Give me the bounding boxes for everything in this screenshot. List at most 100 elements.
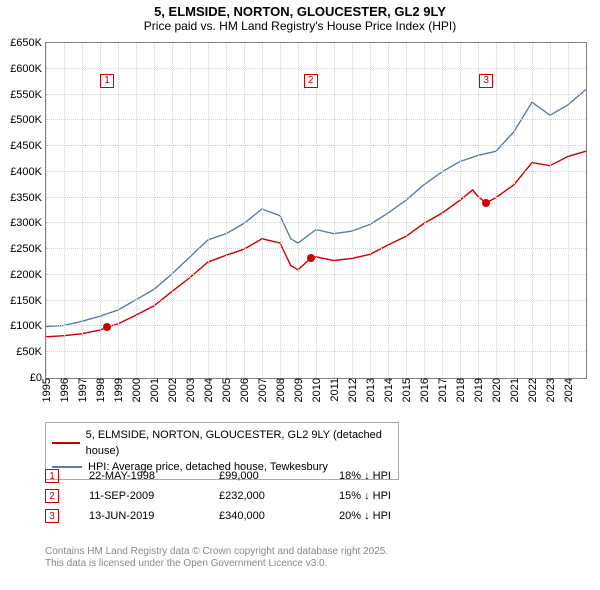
gridline-v (244, 43, 245, 378)
x-tick-label: 2000 (129, 378, 143, 402)
x-tick-label: 2011 (327, 378, 341, 402)
y-tick-label: £650K (10, 37, 46, 49)
x-tick-label: 2007 (255, 378, 269, 402)
sales-row-price: £232,000 (219, 490, 339, 502)
x-tick-label: 2009 (291, 378, 305, 402)
x-tick-label: 2005 (219, 378, 233, 402)
y-tick-label: £200K (10, 269, 46, 281)
sale-marker-2: 2 (304, 74, 318, 88)
sale-dot-3 (482, 199, 490, 207)
footer-line-2: This data is licensed under the Open Gov… (45, 558, 388, 570)
gridline-v (514, 43, 515, 378)
x-tick-label: 2013 (363, 378, 377, 402)
footer-line-1: Contains HM Land Registry data © Crown c… (45, 546, 388, 558)
x-tick-label: 2001 (147, 378, 161, 402)
y-tick-label: £100K (10, 320, 46, 332)
sales-row-price: £340,000 (219, 510, 339, 522)
gridline-v (406, 43, 407, 378)
sales-row-delta: 20% ↓ HPI (339, 510, 391, 522)
y-tick-label: £550K (10, 89, 46, 101)
gridline-v (100, 43, 101, 378)
x-tick-label: 2019 (471, 378, 485, 402)
gridline-v (532, 43, 533, 378)
x-tick-label: 2018 (453, 378, 467, 402)
x-tick-label: 1995 (39, 378, 53, 402)
gridline-v (496, 43, 497, 378)
x-tick-label: 1996 (57, 378, 71, 402)
gridline-v (190, 43, 191, 378)
chart-title: 5, ELMSIDE, NORTON, GLOUCESTER, GL2 9LY (0, 4, 600, 19)
sales-row-delta: 18% ↓ HPI (339, 470, 391, 482)
gridline-v (352, 43, 353, 378)
footer-attribution: Contains HM Land Registry data © Crown c… (45, 546, 388, 570)
y-tick-label: £250K (10, 243, 46, 255)
y-tick-label: £450K (10, 140, 46, 152)
plot-area: £0£50K£100K£150K£200K£250K£300K£350K£400… (45, 42, 587, 379)
sale-marker-1: 1 (100, 74, 114, 88)
gridline-v (280, 43, 281, 378)
y-tick-label: £50K (16, 346, 46, 358)
y-tick-label: £400K (10, 166, 46, 178)
x-tick-label: 2023 (543, 378, 557, 402)
y-tick-label: £600K (10, 63, 46, 75)
x-tick-label: 1999 (111, 378, 125, 402)
x-tick-label: 2015 (399, 378, 413, 402)
gridline-v (568, 43, 569, 378)
gridline-v (172, 43, 173, 378)
sale-dot-1 (103, 323, 111, 331)
y-tick-label: £500K (10, 114, 46, 126)
x-tick-label: 2021 (507, 378, 521, 402)
sales-row-date: 22-MAY-1998 (89, 470, 219, 482)
gridline-v (136, 43, 137, 378)
x-tick-label: 2010 (309, 378, 323, 402)
sale-marker-3: 3 (479, 74, 493, 88)
sales-row-marker: 1 (45, 469, 59, 483)
x-tick-label: 1997 (75, 378, 89, 402)
gridline-v (316, 43, 317, 378)
gridline-v (154, 43, 155, 378)
sales-row-marker: 2 (45, 489, 59, 503)
sales-row-marker: 3 (45, 509, 59, 523)
sales-row: 1 22-MAY-1998£99,00018% ↓ HPI (45, 466, 391, 486)
y-tick-label: £300K (10, 217, 46, 229)
gridline-v (82, 43, 83, 378)
x-tick-label: 2014 (381, 378, 395, 402)
gridline-v (262, 43, 263, 378)
gridline-v (460, 43, 461, 378)
x-tick-label: 2008 (273, 378, 287, 402)
x-tick-label: 1998 (93, 378, 107, 402)
gridline-v (298, 43, 299, 378)
x-tick-label: 2012 (345, 378, 359, 402)
x-tick-label: 2003 (183, 378, 197, 402)
gridline-v (370, 43, 371, 378)
x-tick-label: 2022 (525, 378, 539, 402)
gridline-v (46, 43, 47, 378)
legend-label: 5, ELMSIDE, NORTON, GLOUCESTER, GL2 9LY … (86, 427, 392, 459)
gridline-v (226, 43, 227, 378)
gridline-v (64, 43, 65, 378)
x-tick-label: 2024 (561, 378, 575, 402)
gridline-v (442, 43, 443, 378)
legend-swatch (52, 442, 80, 444)
legend-item: 5, ELMSIDE, NORTON, GLOUCESTER, GL2 9LY … (52, 427, 392, 459)
y-tick-label: £350K (10, 192, 46, 204)
x-tick-label: 2004 (201, 378, 215, 402)
sales-row-price: £99,000 (219, 470, 339, 482)
y-tick-label: £150K (10, 295, 46, 307)
sales-row-date: 13-JUN-2019 (89, 510, 219, 522)
gridline-v (424, 43, 425, 378)
x-tick-label: 2020 (489, 378, 503, 402)
gridline-v (478, 43, 479, 378)
gridline-v (550, 43, 551, 378)
x-tick-label: 2002 (165, 378, 179, 402)
sales-row-date: 11-SEP-2009 (89, 490, 219, 502)
x-tick-label: 2017 (435, 378, 449, 402)
sales-row: 211-SEP-2009£232,00015% ↓ HPI (45, 486, 391, 506)
gridline-v (118, 43, 119, 378)
sale-dot-2 (307, 254, 315, 262)
chart-subtitle: Price paid vs. HM Land Registry's House … (0, 19, 600, 33)
sales-table: 1 22-MAY-1998£99,00018% ↓ HPI 2 11-SEP-2009… (45, 466, 391, 526)
sales-row: 3 13-JUN-2019£340,00020% ↓ HPI (45, 506, 391, 526)
gridline-v (208, 43, 209, 378)
x-tick-label: 2006 (237, 378, 251, 402)
